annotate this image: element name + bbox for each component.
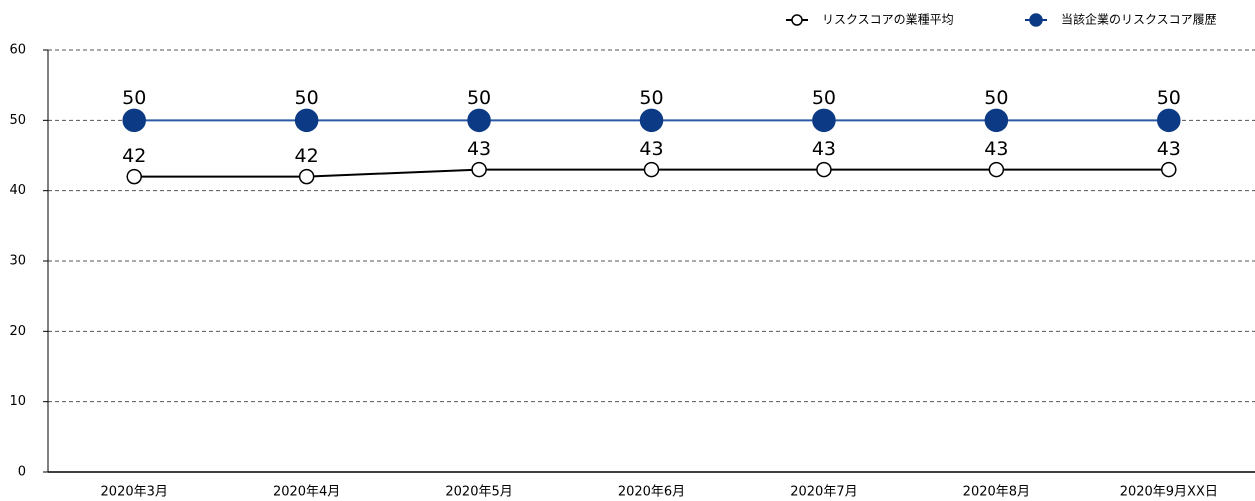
y-tick-label: 40 — [9, 183, 26, 198]
data-label: 50 — [984, 87, 1008, 109]
marker — [471, 161, 487, 178]
x-tick-label: 2020年5月 — [445, 485, 512, 500]
y-tick-label: 0 — [18, 465, 26, 480]
legend-marker — [1029, 13, 1043, 27]
data-label: 43 — [1157, 138, 1181, 160]
data-label: 50 — [812, 87, 836, 109]
data-label: 43 — [984, 138, 1008, 160]
marker — [812, 108, 836, 133]
x-tick-label: 2020年8月 — [963, 485, 1030, 500]
marker — [126, 168, 142, 185]
legend-label: リスクスコアの業種平均 — [822, 13, 954, 27]
marker — [298, 168, 315, 185]
marker — [816, 161, 832, 178]
x-tick-label: 2020年9月XX日 — [1120, 485, 1218, 500]
data-label: 43 — [467, 138, 491, 160]
marker — [984, 108, 1009, 133]
marker — [988, 161, 1005, 178]
y-tick-label: 50 — [9, 113, 26, 128]
data-label: 50 — [122, 87, 146, 109]
marker — [1161, 161, 1177, 178]
data-label: 42 — [122, 145, 146, 167]
marker — [467, 108, 491, 133]
x-tick-label: 2020年6月 — [618, 485, 685, 500]
x-tick-label: 2020年7月 — [790, 485, 857, 500]
marker — [639, 108, 664, 133]
y-tick-label: 20 — [9, 324, 26, 339]
legend-marker — [791, 14, 803, 26]
legend-label: 当該企業のリスクスコア履歴 — [1061, 12, 1217, 27]
data-label: 43 — [639, 138, 663, 160]
y-tick-label: 60 — [9, 43, 26, 58]
y-tick-label: 10 — [9, 394, 26, 409]
data-label: 43 — [812, 138, 836, 160]
data-label: 50 — [467, 87, 491, 109]
marker — [294, 108, 319, 133]
y-tick-label: 30 — [9, 254, 26, 269]
data-label: 42 — [295, 145, 319, 167]
x-tick-label: 2020年3月 — [101, 485, 168, 500]
data-label: 50 — [639, 87, 663, 109]
x-tick-label: 2020年4月 — [273, 485, 340, 500]
marker — [643, 161, 660, 178]
data-label: 50 — [1157, 87, 1181, 109]
marker — [1157, 108, 1181, 133]
data-label: 50 — [295, 87, 319, 109]
marker — [122, 108, 146, 133]
